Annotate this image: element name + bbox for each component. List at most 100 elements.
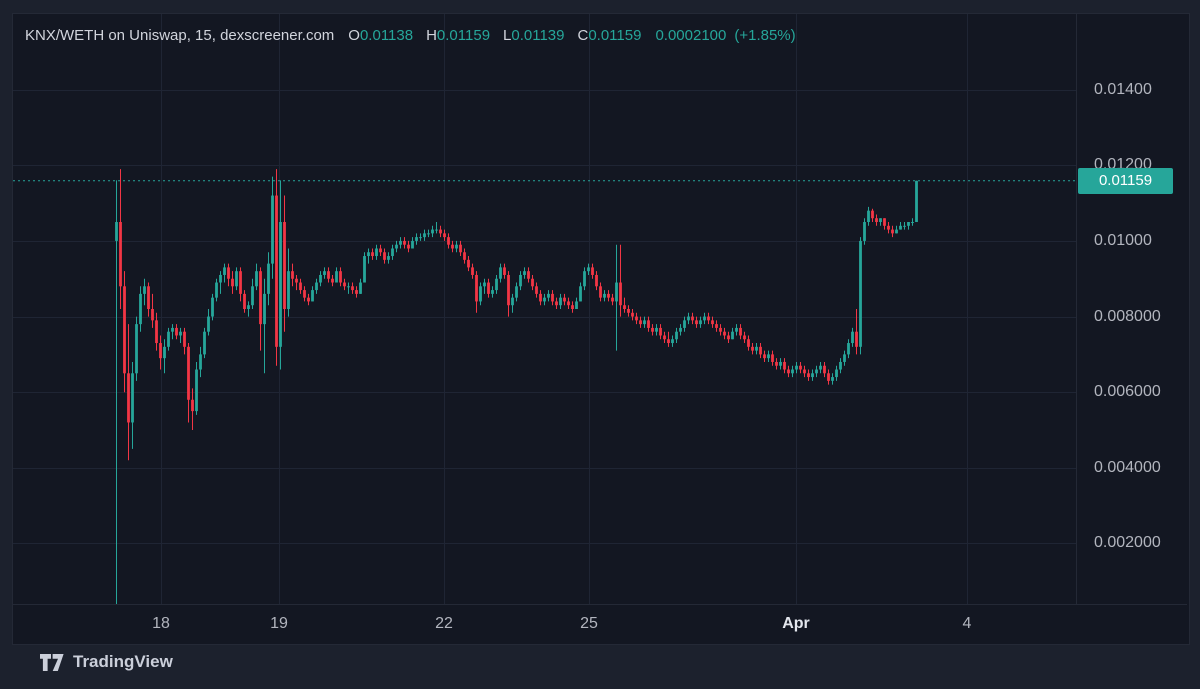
candle bbox=[491, 290, 494, 294]
candle bbox=[787, 369, 790, 374]
candle bbox=[399, 240, 402, 245]
candle bbox=[895, 229, 898, 234]
candle bbox=[307, 297, 310, 302]
candle bbox=[219, 274, 222, 283]
candle bbox=[839, 361, 842, 370]
candle bbox=[351, 286, 354, 291]
candle bbox=[683, 320, 686, 328]
ohlc-item: L 0.01139 bbox=[503, 27, 565, 44]
time-tick-label: 19 bbox=[270, 615, 288, 632]
candle bbox=[503, 267, 506, 275]
ohlc-item: O 0.01138 bbox=[348, 27, 414, 44]
candle bbox=[631, 312, 634, 317]
candle bbox=[167, 331, 170, 347]
candle bbox=[379, 248, 382, 253]
candle bbox=[191, 399, 194, 412]
candle bbox=[699, 320, 702, 325]
candle bbox=[271, 195, 274, 264]
candlestick-chart[interactable] bbox=[13, 14, 1076, 604]
candle bbox=[243, 293, 246, 309]
price-tick-label: 0.01400 bbox=[1094, 80, 1152, 98]
candle bbox=[359, 282, 362, 294]
candle bbox=[375, 248, 378, 257]
price-tick-label: 0.004000 bbox=[1094, 458, 1161, 476]
candle bbox=[423, 233, 426, 238]
candle bbox=[143, 286, 146, 294]
candle bbox=[691, 316, 694, 321]
candle bbox=[903, 225, 906, 227]
candle bbox=[847, 343, 850, 355]
candle bbox=[223, 267, 226, 275]
candle bbox=[739, 327, 742, 336]
candle bbox=[519, 274, 522, 287]
candle bbox=[783, 361, 786, 370]
candle bbox=[455, 244, 458, 249]
candle bbox=[567, 301, 570, 306]
candle bbox=[575, 301, 578, 309]
candle bbox=[299, 282, 302, 291]
candle bbox=[827, 373, 830, 381]
candle bbox=[551, 293, 554, 302]
time-tick-label: 22 bbox=[435, 615, 453, 632]
candle bbox=[403, 240, 406, 245]
candle bbox=[487, 282, 490, 294]
candle bbox=[259, 271, 262, 325]
tradingview-attribution[interactable]: TradingView bbox=[40, 651, 173, 673]
candle bbox=[771, 354, 774, 362]
candle bbox=[795, 365, 798, 370]
time-axis[interactable]: 18 19 22 25 Apr 4 bbox=[13, 604, 1187, 644]
candle bbox=[607, 293, 610, 298]
price-tick-label: 0.002000 bbox=[1094, 534, 1161, 552]
candle-series bbox=[115, 169, 918, 604]
candle bbox=[447, 237, 450, 245]
candle bbox=[883, 218, 886, 226]
candle bbox=[115, 222, 118, 241]
candle bbox=[175, 327, 178, 336]
candle bbox=[303, 290, 306, 298]
candle bbox=[571, 305, 574, 309]
candle bbox=[763, 354, 766, 359]
candle bbox=[887, 225, 890, 230]
candle bbox=[591, 267, 594, 275]
candle bbox=[647, 320, 650, 328]
candle bbox=[547, 293, 550, 298]
chart-pane[interactable] bbox=[13, 14, 1076, 604]
candle bbox=[123, 286, 126, 374]
candle bbox=[499, 267, 502, 279]
candle bbox=[635, 316, 638, 321]
candle bbox=[347, 286, 350, 288]
candle bbox=[511, 297, 514, 306]
candle bbox=[439, 229, 442, 234]
candle bbox=[911, 222, 914, 224]
candle bbox=[411, 240, 414, 249]
candle bbox=[319, 274, 322, 283]
price-axis[interactable]: 0.01159 0.01400 0.01200 0.01000 0.008000 0.0… bbox=[1076, 14, 1189, 604]
candle bbox=[755, 346, 758, 351]
candle bbox=[603, 293, 606, 298]
candle bbox=[563, 297, 566, 302]
candle bbox=[283, 222, 286, 309]
candle bbox=[443, 233, 446, 238]
candle bbox=[419, 237, 422, 239]
candle bbox=[663, 335, 666, 340]
candle bbox=[743, 335, 746, 340]
candle bbox=[907, 222, 910, 226]
chart-title: KNX/WETH on Uniswap, 15, dexscreener.com bbox=[25, 27, 335, 44]
candle bbox=[751, 346, 754, 351]
candle bbox=[339, 271, 342, 283]
candle bbox=[135, 324, 138, 374]
candle bbox=[459, 244, 462, 253]
candle bbox=[227, 267, 230, 279]
candle bbox=[387, 256, 390, 260]
candle bbox=[707, 316, 710, 321]
candle bbox=[811, 373, 814, 378]
candle bbox=[579, 286, 582, 302]
candle bbox=[891, 229, 894, 234]
candle bbox=[343, 282, 346, 287]
candle bbox=[415, 237, 418, 241]
candle bbox=[391, 248, 394, 257]
candle bbox=[199, 354, 202, 370]
candle bbox=[623, 305, 626, 309]
candle bbox=[775, 361, 778, 366]
candle bbox=[863, 222, 866, 241]
